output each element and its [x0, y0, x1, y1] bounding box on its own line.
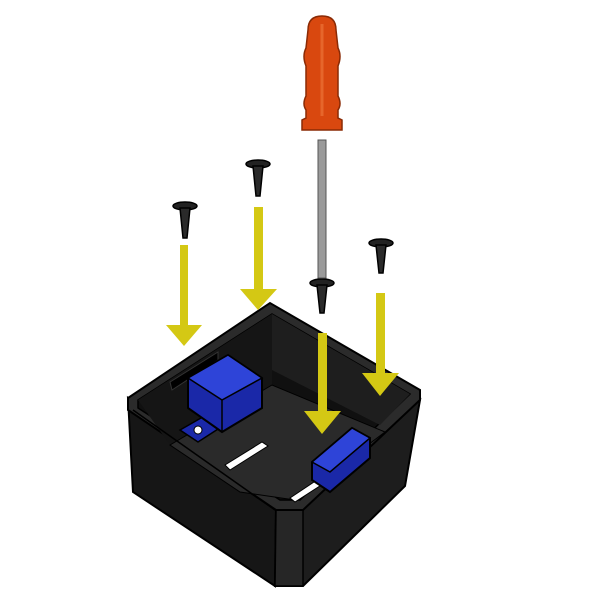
screw-icon [245, 159, 271, 197]
box-inner-back-right-wall [272, 314, 410, 425]
servo-left-mount-hole [193, 425, 203, 435]
screw-icon [172, 201, 198, 239]
down-arrow-icon [240, 207, 277, 310]
box-front-chamfer [274, 509, 304, 587]
servo-left-top [186, 354, 264, 401]
enclosure-box-icon [126, 301, 422, 588]
down-arrow-icon [166, 245, 202, 346]
servo-motor-icon [178, 353, 264, 443]
screwdriver-icon [301, 15, 343, 279]
screw-icon [368, 238, 394, 274]
down-arrow-icon [304, 333, 341, 434]
floor-slot-1 [224, 441, 269, 471]
corner-edge-left [132, 409, 276, 511]
servo-motor-icon [310, 426, 372, 494]
screw-icon [309, 278, 335, 314]
down-arrow-icon [362, 293, 399, 396]
servo-right-top [310, 427, 372, 473]
screwdriver-shaft [317, 139, 327, 279]
